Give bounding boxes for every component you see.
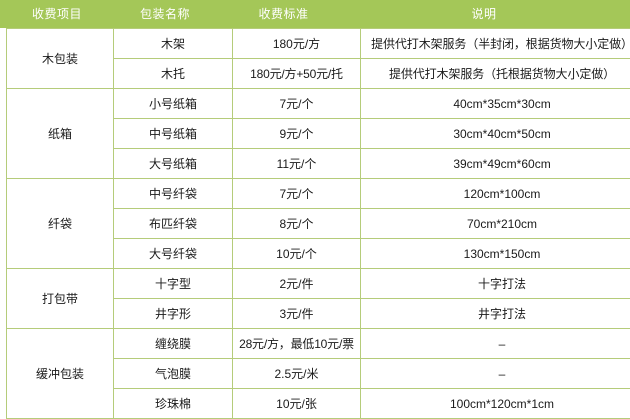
column-header-name: 包装名称: [108, 0, 222, 28]
cell-rate: 10元/个: [233, 239, 361, 269]
cell-package-name: 气泡膜: [114, 359, 233, 389]
cell-package-name: 小号纸箱: [114, 89, 233, 119]
cell-desc: 30cm*40cm*50cm: [361, 119, 630, 149]
cell-category: 缓冲包装: [7, 329, 114, 419]
cell-rate: 7元/个: [233, 179, 361, 209]
cell-desc: 提供代打木架服务（半封闭，根据货物大小定做）: [361, 29, 630, 59]
table-header-band: 收费项目 包装名称 收费标准 说明: [0, 0, 630, 28]
cell-category: 纸箱: [7, 89, 114, 179]
cell-package-name: 大号纤袋: [114, 239, 233, 269]
cell-rate: 9元/个: [233, 119, 361, 149]
cell-rate: 8元/个: [233, 209, 361, 239]
cell-desc: 130cm*150cm: [361, 239, 630, 269]
cell-rate: 2.5元/米: [233, 359, 361, 389]
cell-rate: 3元/件: [233, 299, 361, 329]
cell-desc-empty: –: [361, 359, 630, 389]
cell-package-name: 木托: [114, 59, 233, 89]
cell-package-name: 井字形: [114, 299, 233, 329]
column-header-desc: 说明: [345, 0, 623, 28]
cell-desc: 井字打法: [361, 299, 630, 329]
cell-rate: 28元/方，最低10元/票: [233, 329, 361, 359]
cell-category: 纤袋: [7, 179, 114, 269]
cell-desc: 100cm*120cm*1cm: [361, 389, 630, 419]
cell-rate: 10元/张: [233, 389, 361, 419]
cell-desc: 40cm*35cm*30cm: [361, 89, 630, 119]
cell-desc-empty: –: [361, 329, 630, 359]
cell-package-name: 缠绕膜: [114, 329, 233, 359]
cell-desc: 70cm*210cm: [361, 209, 630, 239]
cell-package-name: 木架: [114, 29, 233, 59]
cell-package-name: 布匹纤袋: [114, 209, 233, 239]
cell-rate: 7元/个: [233, 89, 361, 119]
column-header-category: 收费项目: [6, 0, 108, 28]
cell-desc: 提供代打木架服务（托根据货物大小定做）: [361, 59, 630, 89]
cell-rate: 180元/方+50元/托: [233, 59, 361, 89]
cell-package-name: 中号纤袋: [114, 179, 233, 209]
cell-package-name: 珍珠棉: [114, 389, 233, 419]
column-header-rate: 收费标准: [222, 0, 345, 28]
cell-rate: 11元/个: [233, 149, 361, 179]
cell-desc: 39cm*49cm*60cm: [361, 149, 630, 179]
cell-rate: 2元/件: [233, 269, 361, 299]
cell-desc: 十字打法: [361, 269, 630, 299]
cell-rate: 180元/方: [233, 29, 361, 59]
cell-category: 打包带: [7, 269, 114, 329]
cell-package-name: 中号纸箱: [114, 119, 233, 149]
cell-package-name: 十字型: [114, 269, 233, 299]
cell-desc: 120cm*100cm: [361, 179, 630, 209]
cell-package-name: 大号纸箱: [114, 149, 233, 179]
cell-category: 木包装: [7, 29, 114, 89]
